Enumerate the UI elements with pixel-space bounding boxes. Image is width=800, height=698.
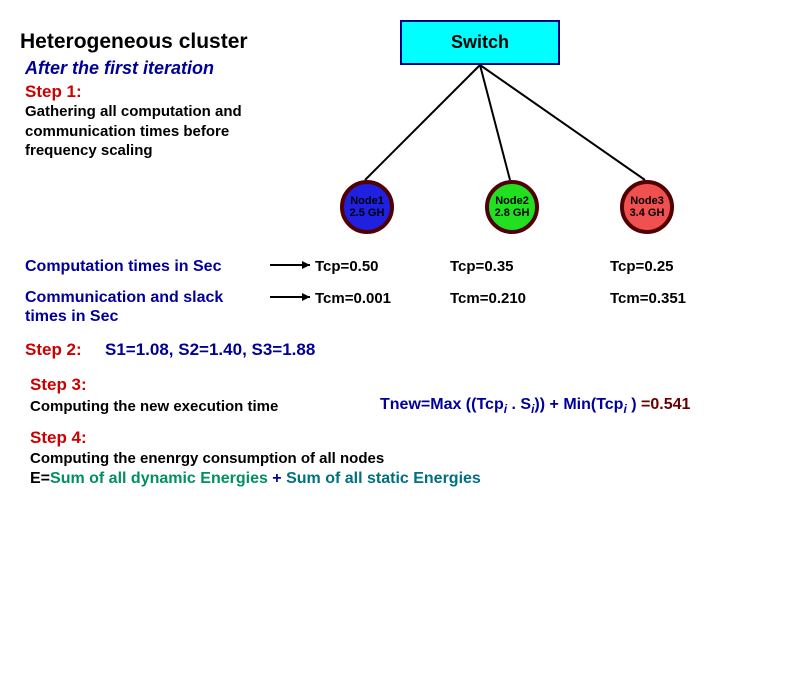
switch-box: Switch xyxy=(400,20,560,65)
switch-label: Switch xyxy=(451,32,509,53)
node-2: Node22.8 GH xyxy=(485,180,539,234)
node-name: Node1 xyxy=(350,195,384,207)
tcm-value-3: Tcm=0.351 xyxy=(610,290,686,307)
step1-label: Step 1: xyxy=(25,82,82,102)
step3-label: Step 3: xyxy=(30,375,87,395)
node-freq: 2.8 GH xyxy=(495,207,530,219)
node-freq: 3.4 GH xyxy=(630,207,665,219)
node-3: Node33.4 GH xyxy=(620,180,674,234)
step4-desc: Computing the enenrgy consumption of all… xyxy=(30,450,384,467)
comp-times-label: Computation times in Sec xyxy=(25,258,221,276)
step1-desc: Gathering all computation andcommunicati… xyxy=(25,102,242,161)
main-title: Heterogeneous cluster xyxy=(20,30,248,54)
step4-label: Step 4: xyxy=(30,428,87,448)
step2-values: S1=1.08, S2=1.40, S3=1.88 xyxy=(105,340,315,360)
tcp-value-1: Tcp=0.50 xyxy=(315,258,379,275)
node-freq: 2.5 GH xyxy=(350,207,385,219)
node-1: Node12.5 GH xyxy=(340,180,394,234)
step3-desc: Computing the new execution time xyxy=(30,398,278,415)
node-name: Node2 xyxy=(495,195,529,207)
step3-formula: Tnew=Max ((Tcpi . Si)) + Min(Tcpi ) =0.5… xyxy=(380,396,690,416)
node-name: Node3 xyxy=(630,195,664,207)
tcm-value-2: Tcm=0.210 xyxy=(450,290,526,307)
tcm-value-1: Tcm=0.001 xyxy=(315,290,391,307)
step2-label: Step 2: xyxy=(25,340,82,360)
step4-equation: E=Sum of all dynamic Energies + Sum of a… xyxy=(30,470,481,488)
tcp-value-2: Tcp=0.35 xyxy=(450,258,514,275)
comm-times-label: Communication and slacktimes in Sec xyxy=(25,288,223,326)
tcp-value-3: Tcp=0.25 xyxy=(610,258,674,275)
subtitle: After the first iteration xyxy=(25,58,214,79)
